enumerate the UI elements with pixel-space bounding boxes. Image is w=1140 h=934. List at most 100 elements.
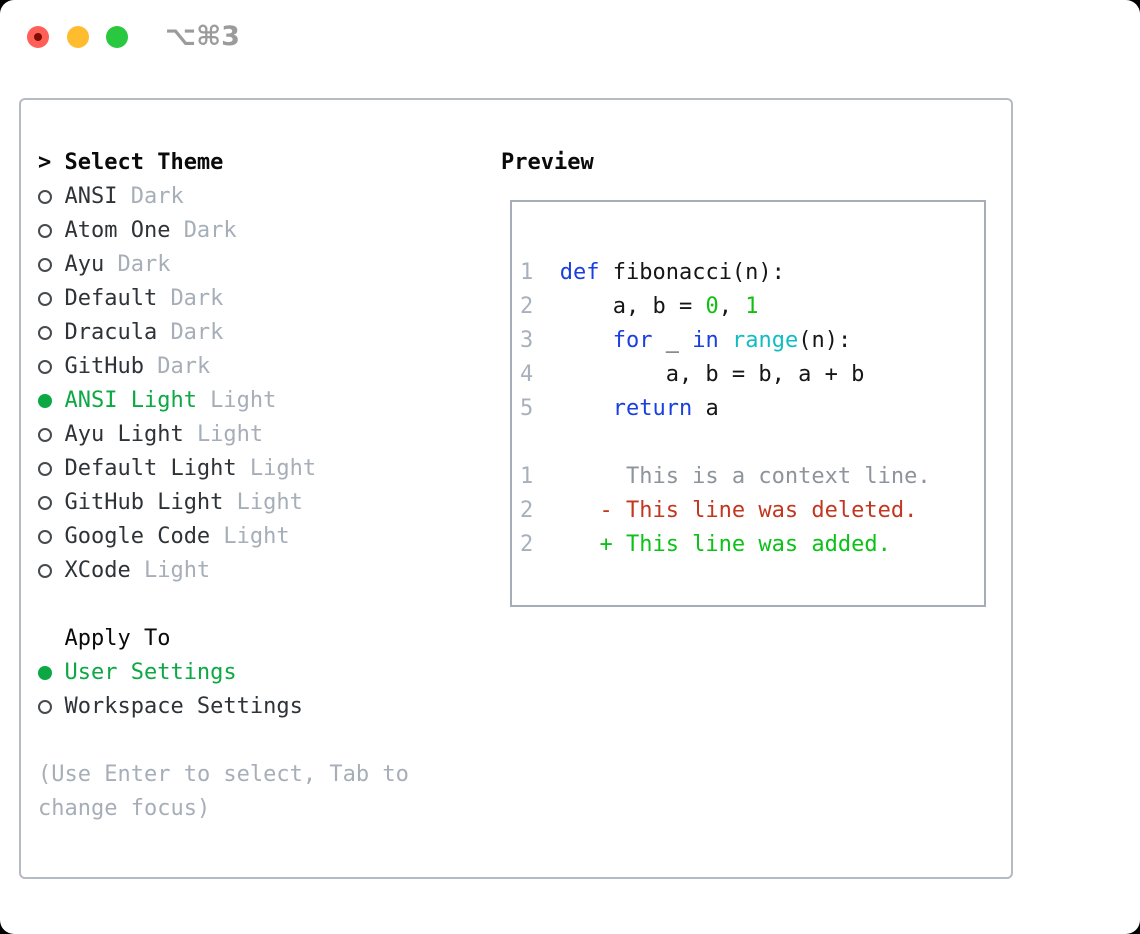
theme-variant-tag: Dark — [170, 286, 224, 311]
preview-title: Preview — [501, 150, 594, 175]
radio-icon — [38, 554, 64, 588]
spacer — [38, 588, 468, 622]
theme-option-atom-one[interactable]: Atom One Dark — [38, 214, 468, 248]
theme-label: Google Code — [64, 524, 211, 549]
code-token-kw: return — [612, 396, 693, 421]
theme-list-header-row: > Select Theme — [38, 146, 468, 180]
code-token-kw: def — [559, 260, 600, 285]
theme-option-ansi-light[interactable]: ANSI Light Light — [38, 384, 468, 418]
preview-line: 5 return a — [520, 392, 984, 426]
code-token-num: 0 — [705, 294, 719, 319]
line-number: 1 — [520, 464, 534, 489]
line-number: 2 — [520, 294, 534, 319]
theme-option-default[interactable]: Default Dark — [38, 282, 468, 316]
line-number: 4 — [520, 362, 534, 387]
apply-to-title: Apply To — [64, 626, 171, 651]
theme-variant-tag: Light — [249, 456, 317, 481]
preview-line: 2 a, b = 0, 1 — [520, 290, 984, 324]
line-number: 2 — [520, 498, 534, 523]
line-number: 5 — [520, 396, 534, 421]
radio-icon — [38, 282, 64, 316]
minimize-button[interactable] — [67, 26, 89, 48]
radio-selected-icon — [38, 656, 64, 690]
radio-icon — [38, 180, 64, 214]
theme-option-ayu-light[interactable]: Ayu Light Light — [38, 418, 468, 452]
theme-list: ANSI Dark Atom One Dark Ayu Dark Default Dark Dr… — [38, 180, 468, 588]
line-number: 2 — [520, 532, 534, 557]
theme-label: Ayu Light — [64, 422, 184, 447]
theme-label: GitHub — [64, 354, 144, 379]
theme-option-github[interactable]: GitHub Dark — [38, 350, 468, 384]
preview-line — [520, 426, 984, 460]
apply-to-list: User Settings Workspace Settings — [38, 656, 468, 724]
main-panel: > Select Theme ANSI Dark Atom One Dark Ayu Dar… — [19, 98, 1013, 879]
preview-line: 2 + This line was added. — [520, 528, 984, 562]
theme-option-ansi[interactable]: ANSI Dark — [38, 180, 468, 214]
radio-icon — [38, 520, 64, 554]
code-token-fg — [719, 328, 732, 353]
theme-label: Default — [64, 286, 158, 311]
preview-header-row: Preview — [501, 146, 993, 180]
theme-option-xcode[interactable]: XCode Light — [38, 554, 468, 588]
hint-text: (Use Enter to select, Tab to change focu… — [38, 762, 409, 821]
code-token-fg: (n): — [798, 328, 852, 353]
theme-label: Ayu — [64, 252, 105, 277]
line-number: 1 — [520, 260, 534, 285]
theme-variant-tag: Dark — [170, 320, 224, 345]
apply-option-user-settings[interactable]: User Settings — [38, 656, 468, 690]
theme-variant-tag: Light — [210, 388, 277, 413]
apply-label: Workspace Settings — [64, 694, 303, 719]
preview-line: 4 a, b = b, a + b — [520, 358, 984, 392]
apply-option-workspace-settings[interactable]: Workspace Settings — [38, 690, 468, 724]
theme-label: ANSI Light — [64, 388, 197, 413]
code-token-num: 1 — [745, 294, 759, 319]
theme-label: XCode — [64, 558, 131, 583]
theme-variant-tag: Light — [143, 558, 211, 583]
line-number: 3 — [520, 328, 534, 353]
radio-selected-icon — [38, 384, 64, 418]
theme-variant-tag: Light — [223, 524, 290, 549]
preview-line: 2 - This line was deleted. — [520, 494, 984, 528]
theme-option-ayu[interactable]: Ayu Dark — [38, 248, 468, 282]
theme-option-google-code[interactable]: Google Code Light — [38, 520, 468, 554]
apply-label: User Settings — [64, 660, 237, 685]
code-token-fg: , — [718, 294, 746, 319]
theme-option-dracula[interactable]: Dracula Dark — [38, 316, 468, 350]
theme-list-title: Select Theme — [64, 150, 224, 175]
theme-variant-tag: Dark — [183, 218, 237, 243]
code-token-fg: a — [692, 396, 719, 421]
code-token-kw: in — [692, 328, 719, 353]
radio-icon — [38, 350, 64, 384]
close-button[interactable] — [27, 26, 49, 48]
theme-label: Atom One — [64, 218, 171, 243]
theme-option-default-light[interactable]: Default Light Light — [38, 452, 468, 486]
code-token-kw: for — [612, 328, 653, 353]
theme-picker-column: > Select Theme ANSI Dark Atom One Dark Ayu Dar… — [38, 146, 468, 826]
radio-icon — [38, 486, 64, 520]
radio-icon — [38, 418, 64, 452]
theme-variant-tag: Dark — [117, 252, 171, 277]
theme-variant-tag: Light — [236, 490, 303, 515]
code-token-del: - This line was deleted. — [559, 498, 918, 523]
window-shortcut-label: ⌥⌘3 — [165, 21, 240, 52]
code-token-fg — [560, 396, 613, 421]
theme-label: ANSI — [64, 184, 118, 209]
preview-line: 3 for _ in range(n): — [520, 324, 984, 358]
prompt-caret: > — [38, 150, 52, 175]
theme-label: GitHub Light — [64, 490, 224, 515]
theme-option-github-light[interactable]: GitHub Light Light — [38, 486, 468, 520]
theme-variant-tag: Dark — [130, 184, 184, 209]
code-token-fg: a, b = b, a + b — [559, 362, 865, 387]
maximize-button[interactable] — [106, 26, 128, 48]
theme-variant-tag: Dark — [157, 354, 211, 379]
preview-line: 1 def fibonacci(n): — [520, 256, 984, 290]
code-token-fg: fibonacci(n): — [599, 260, 785, 285]
radio-icon — [38, 214, 64, 248]
code-token-ctx: This is a context line. — [559, 464, 931, 489]
theme-variant-tag: Light — [196, 422, 264, 447]
code-token-add: + This line was added. — [559, 532, 891, 557]
